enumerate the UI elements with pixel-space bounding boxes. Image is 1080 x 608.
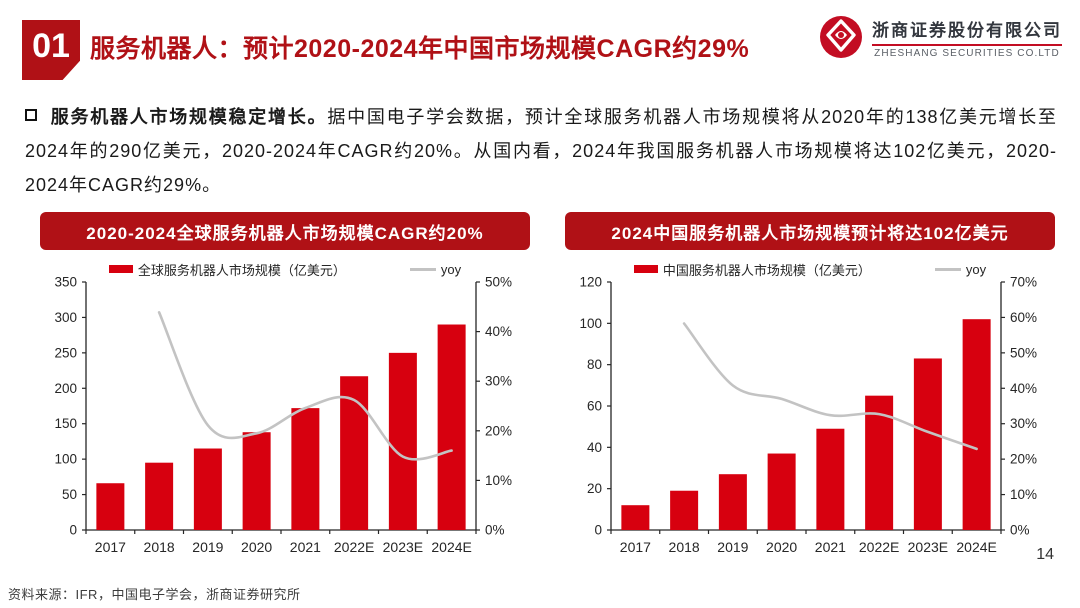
x-axis-category-label: 2022E — [334, 539, 374, 555]
bar — [242, 432, 271, 530]
x-axis-category-label: 2024E — [956, 539, 996, 555]
left-axis-tick-label: 350 — [54, 275, 77, 290]
bar — [291, 408, 320, 530]
x-axis-category-label: 2020 — [766, 539, 797, 555]
global-market-chart-panel: 2020-2024全球服务机器人市场规模CAGR约20% 全球服务机器人市场规模… — [40, 212, 530, 568]
square-outline-icon — [25, 109, 37, 121]
right-axis-tick-label: 10% — [485, 473, 512, 488]
china-chart-svg: 0 20 40 60 80 100 120 0% 10% 20% 30% 40% 50% 60% 70% 20… — [579, 275, 1037, 556]
bar — [437, 324, 466, 530]
bar — [913, 358, 942, 530]
global-chart-title: 2020-2024全球服务机器人市场规模CAGR约20% — [86, 223, 484, 243]
left-axis-tick-label: 300 — [54, 310, 77, 325]
x-axis-category-label: 2019 — [717, 539, 748, 555]
x-axis-category-label: 2020 — [241, 539, 272, 555]
x-axis-category-label: 2017 — [95, 539, 126, 555]
yoy-line — [682, 322, 978, 451]
right-axis-tick-label: 70% — [1010, 275, 1037, 290]
right-axis-tick-label: 30% — [1010, 416, 1037, 431]
bar — [767, 453, 796, 530]
left-axis-tick-label: 250 — [54, 345, 77, 360]
left-axis-tick-label: 50 — [62, 487, 77, 502]
left-axis-tick-label: 20 — [587, 481, 602, 496]
summary-lead: 服务机器人市场规模稳定增长。 — [50, 107, 328, 127]
bar — [96, 483, 125, 530]
right-axis-tick-label: 0% — [1010, 523, 1030, 538]
left-axis-tick-label: 0 — [594, 523, 602, 538]
left-axis-tick-label: 40 — [587, 440, 602, 455]
left-axis-tick-label: 150 — [54, 416, 77, 431]
bar — [865, 395, 894, 530]
left-axis-tick-label: 60 — [587, 399, 602, 414]
left-axis-tick-label: 0 — [69, 523, 77, 538]
x-axis-category-label: 2021 — [290, 539, 321, 555]
yoy-line — [157, 311, 453, 461]
right-axis-tick-label: 20% — [1010, 452, 1037, 467]
bar — [388, 352, 417, 530]
x-axis-category-label: 2018 — [144, 539, 175, 555]
right-axis-tick-label: 50% — [485, 275, 512, 290]
x-axis-category-label: 2019 — [192, 539, 223, 555]
bar — [962, 319, 991, 530]
global-chart-title-banner: 2020-2024全球服务机器人市场规模CAGR约20% — [40, 212, 530, 250]
left-axis-tick-label: 120 — [579, 275, 602, 290]
right-axis-tick-label: 10% — [1010, 487, 1037, 502]
company-logo: 浙商证券股份有限公司 ZHESHANG SECURITIES CO.LTD — [818, 14, 1062, 60]
right-axis-tick-label: 40% — [485, 324, 512, 339]
section-number-badge: 01 — [22, 20, 80, 80]
company-name-cn: 浙商证券股份有限公司 — [872, 16, 1062, 46]
china-chart-title: 2024中国服务机器人市场规模预计将达102亿美元 — [611, 223, 1009, 243]
right-axis-tick-label: 40% — [1010, 381, 1037, 396]
right-axis-tick-label: 20% — [485, 423, 512, 438]
bar — [670, 490, 699, 530]
x-axis-category-label: 2023E — [383, 539, 423, 555]
bar — [145, 462, 174, 530]
right-axis-tick-label: 0% — [485, 523, 505, 538]
company-name-en: ZHESHANG SECURITIES CO.LTD — [874, 47, 1060, 59]
bar — [193, 448, 222, 530]
source-note: 资料来源：IFR，中国电子学会，浙商证券研究所 — [8, 587, 301, 602]
bar — [718, 474, 747, 530]
right-axis-tick-label: 30% — [485, 374, 512, 389]
china-market-chart-panel: 2024中国服务机器人市场规模预计将达102亿美元 中国服务机器人市场规模（亿美… — [565, 212, 1055, 568]
global-chart-svg: 0 50 100 150 200 250 300 350 0% 10% 20% 30% 40% 50% 20… — [54, 275, 512, 556]
x-axis-category-label: 2018 — [669, 539, 700, 555]
x-axis-category-label: 2023E — [908, 539, 948, 555]
left-axis-tick-label: 80 — [587, 357, 602, 372]
page-number: 14 — [1036, 546, 1054, 563]
right-axis-tick-label: 60% — [1010, 310, 1037, 325]
summary-text: 据中国电子学会数据，预计全球服务机器人市场规模将从2020年的138亿美元增长至… — [25, 107, 1058, 195]
company-name: 浙商证券股份有限公司 ZHESHANG SECURITIES CO.LTD — [872, 16, 1062, 59]
bar — [816, 428, 845, 530]
bar — [621, 505, 650, 530]
page-title: 服务机器人：预计2020-2024年中国市场规模CAGR约29% — [90, 35, 750, 63]
right-axis-tick-label: 50% — [1010, 345, 1037, 360]
summary-paragraph: 服务机器人市场规模稳定增长。据中国电子学会数据，预计全球服务机器人市场规模将从2… — [25, 100, 1057, 202]
x-axis-category-label: 2022E — [859, 539, 899, 555]
left-axis-tick-label: 100 — [579, 316, 602, 331]
china-chart-title-banner: 2024中国服务机器人市场规模预计将达102亿美元 — [565, 212, 1055, 250]
x-axis-category-label: 2024E — [431, 539, 471, 555]
left-axis-tick-label: 200 — [54, 381, 77, 396]
x-axis-category-label: 2017 — [620, 539, 651, 555]
bar — [340, 376, 369, 530]
section-number: 01 — [32, 26, 70, 65]
zheshang-knot-icon — [820, 16, 862, 58]
x-axis-category-label: 2021 — [815, 539, 846, 555]
left-axis-tick-label: 100 — [54, 452, 77, 467]
